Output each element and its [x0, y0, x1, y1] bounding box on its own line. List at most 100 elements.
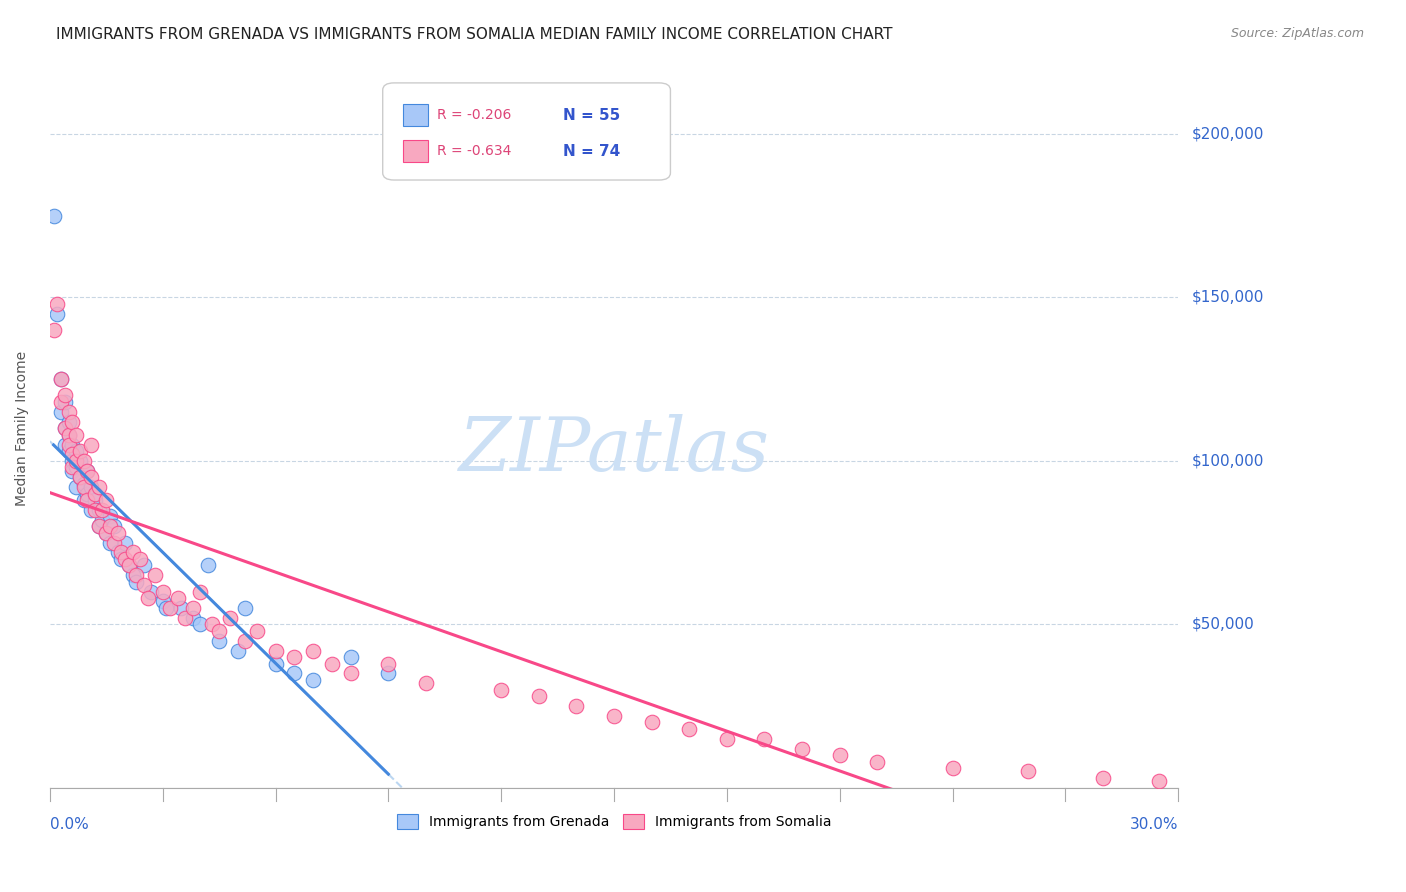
Point	[73, 480, 96, 494]
Point	[200, 617, 222, 632]
Point	[181, 611, 204, 625]
Point	[118, 558, 141, 573]
Point	[96, 525, 118, 540]
Text: R = -0.206: R = -0.206	[437, 108, 512, 122]
Point	[65, 444, 87, 458]
Point	[208, 633, 231, 648]
Point	[152, 594, 174, 608]
Point	[98, 519, 121, 533]
Point	[155, 601, 177, 615]
Point	[76, 493, 98, 508]
Point	[136, 591, 159, 606]
Point	[69, 470, 91, 484]
Point	[565, 699, 588, 714]
Point	[790, 741, 813, 756]
Point	[339, 650, 361, 665]
Point	[96, 493, 118, 508]
Bar	[404, 104, 427, 126]
Point	[98, 535, 121, 549]
FancyBboxPatch shape	[382, 83, 671, 180]
Point	[107, 545, 129, 559]
Text: IMMIGRANTS FROM GRENADA VS IMMIGRANTS FROM SOMALIA MEDIAN FAMILY INCOME CORRELAT: IMMIGRANTS FROM GRENADA VS IMMIGRANTS FR…	[56, 27, 893, 42]
Point	[91, 513, 114, 527]
Point	[132, 578, 155, 592]
Point	[121, 545, 143, 559]
Point	[603, 709, 626, 723]
Point	[107, 525, 129, 540]
Point	[65, 480, 87, 494]
Point	[84, 493, 107, 508]
Point	[80, 480, 103, 494]
Point	[219, 611, 242, 625]
Point	[60, 437, 83, 451]
Point	[188, 584, 211, 599]
Point	[73, 493, 96, 508]
Text: 0.0%: 0.0%	[49, 816, 89, 831]
Point	[152, 584, 174, 599]
Point	[80, 437, 103, 451]
Point	[49, 372, 72, 386]
Point	[110, 552, 132, 566]
Point	[377, 666, 399, 681]
Point	[283, 666, 305, 681]
Point	[125, 568, 148, 582]
Point	[87, 519, 110, 533]
Point	[1017, 764, 1039, 779]
Point	[143, 568, 166, 582]
Point	[84, 486, 107, 500]
Point	[73, 476, 96, 491]
Point	[76, 464, 98, 478]
Point	[188, 617, 211, 632]
Point	[339, 666, 361, 681]
Point	[716, 731, 738, 746]
Point	[754, 731, 776, 746]
Text: N = 55: N = 55	[564, 108, 620, 123]
Point	[828, 748, 851, 763]
Point	[125, 574, 148, 589]
Point	[60, 454, 83, 468]
Point	[377, 657, 399, 671]
Point	[73, 454, 96, 468]
Point	[60, 460, 83, 475]
Point	[46, 297, 69, 311]
Point	[87, 519, 110, 533]
Bar	[404, 140, 427, 162]
Legend: Immigrants from Grenada, Immigrants from Somalia: Immigrants from Grenada, Immigrants from…	[391, 809, 837, 835]
Point	[58, 405, 80, 419]
Text: R = -0.634: R = -0.634	[437, 145, 512, 158]
Point	[69, 454, 91, 468]
Point	[69, 470, 91, 484]
Point	[208, 624, 231, 638]
Point	[678, 722, 700, 736]
Point	[49, 395, 72, 409]
Point	[527, 690, 550, 704]
Point	[941, 761, 963, 775]
Point	[58, 427, 80, 442]
Point	[53, 388, 76, 402]
Point	[114, 552, 136, 566]
Point	[1091, 771, 1114, 785]
Point	[141, 584, 163, 599]
Point	[226, 643, 249, 657]
Point	[181, 601, 204, 615]
Point	[60, 447, 83, 461]
Point	[118, 558, 141, 573]
Point	[246, 624, 269, 638]
Point	[170, 601, 193, 615]
Y-axis label: Median Family Income: Median Family Income	[15, 351, 30, 506]
Point	[87, 503, 110, 517]
Point	[65, 454, 87, 468]
Point	[866, 755, 889, 769]
Point	[96, 525, 118, 540]
Point	[65, 427, 87, 442]
Point	[53, 395, 76, 409]
Point	[58, 437, 80, 451]
Point	[103, 519, 125, 533]
Point	[197, 558, 219, 573]
Point	[302, 643, 325, 657]
Point	[80, 470, 103, 484]
Text: ZIPatlas: ZIPatlas	[458, 414, 769, 486]
Point	[489, 682, 512, 697]
Point	[60, 464, 83, 478]
Point	[65, 460, 87, 475]
